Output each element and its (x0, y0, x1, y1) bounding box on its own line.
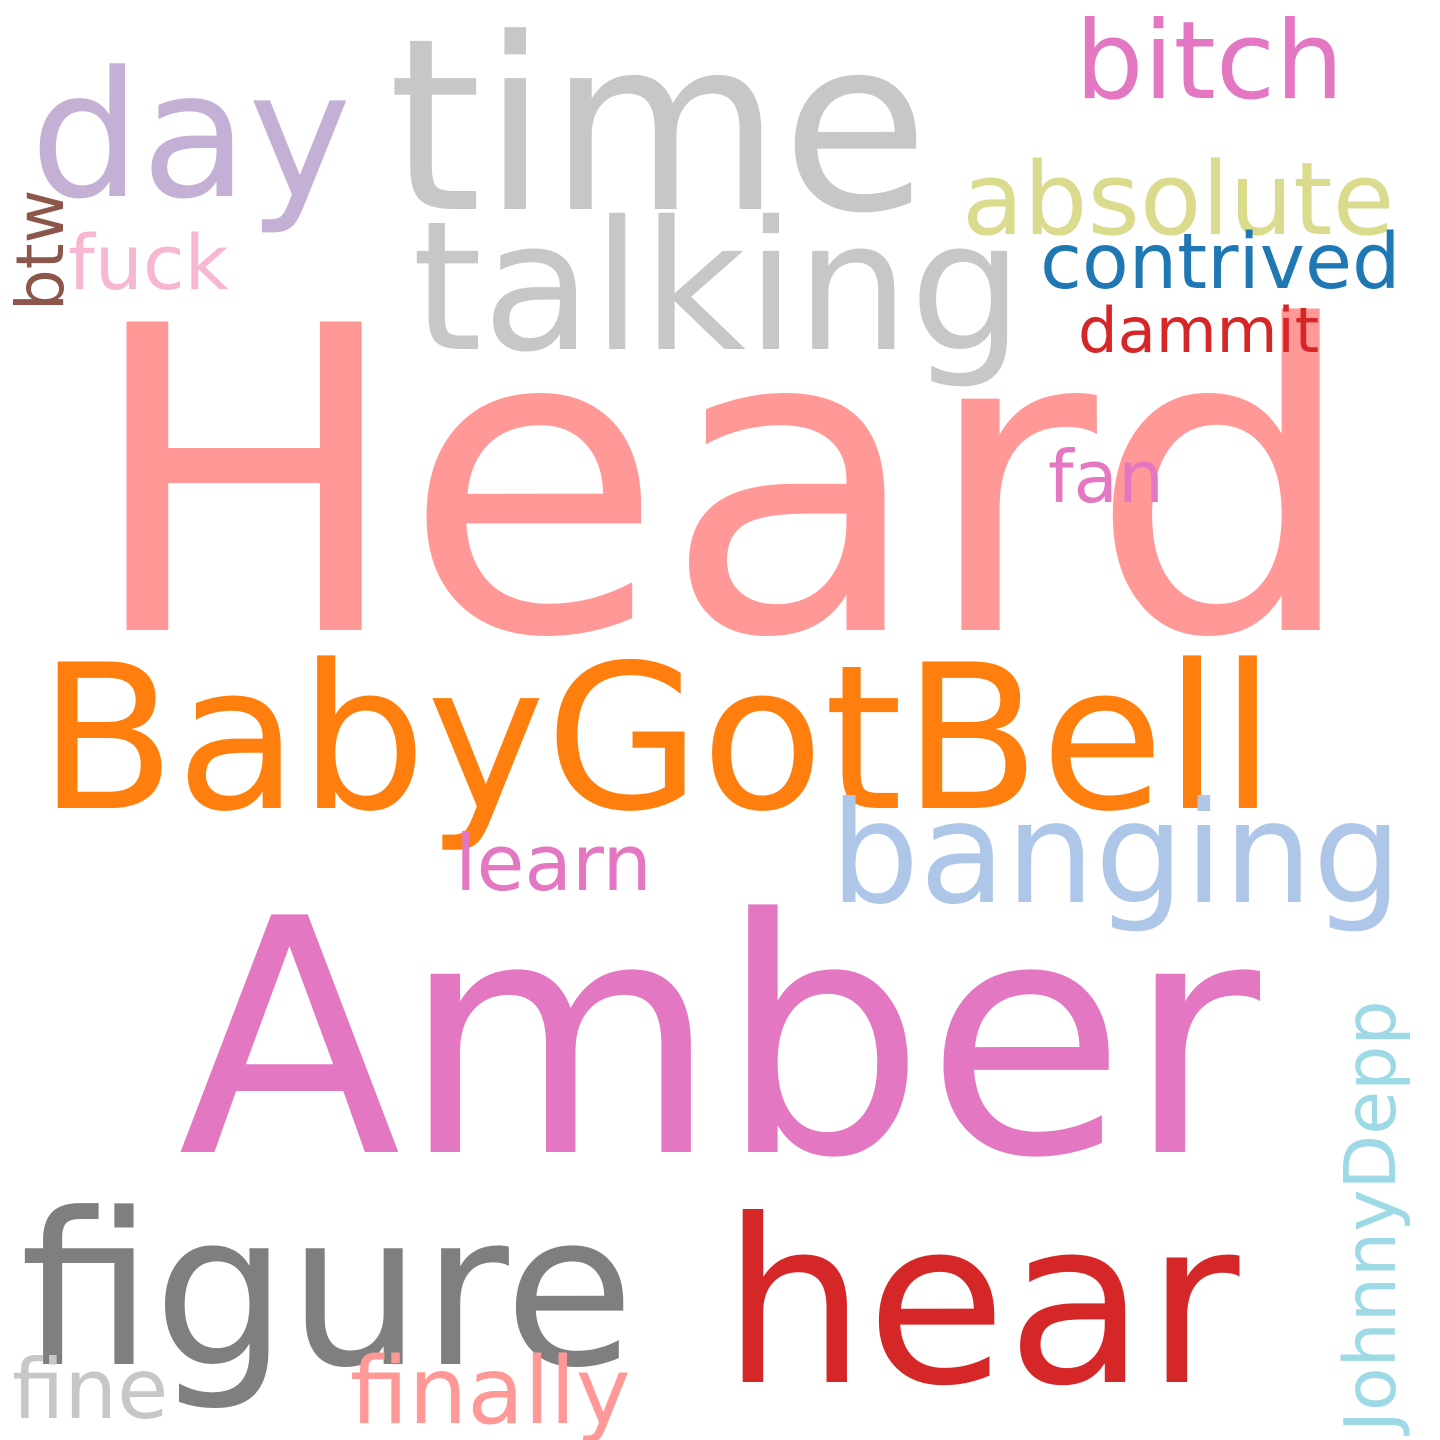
word-contrived: contrived (1040, 218, 1401, 307)
word-hear: hear (722, 1171, 1240, 1436)
word-johnnydepp: JohnnyDepp (1329, 1000, 1412, 1432)
word-talking: talking (412, 183, 1024, 392)
word-bitch: bitch (1075, 0, 1344, 124)
word-fan: fan (1048, 436, 1164, 520)
word-absolute: absolute (962, 141, 1395, 258)
word-banging: banging (830, 772, 1402, 936)
word-heard: Heard (85, 237, 1359, 730)
word-time: time (388, 0, 929, 266)
word-babygotbell: BabyGotBell (38, 623, 1276, 856)
word-finally: finally (350, 1337, 631, 1440)
word-learn: learn (455, 819, 652, 909)
word-amber: Amber (178, 849, 1261, 1229)
word-day: day (30, 35, 352, 238)
word-btw: btw (2, 190, 79, 312)
word-figure: figure (20, 1167, 635, 1414)
word-fuck: fuck (68, 219, 229, 307)
word-fine: fine (12, 1341, 169, 1438)
word-dammit: dammit (1078, 294, 1320, 367)
